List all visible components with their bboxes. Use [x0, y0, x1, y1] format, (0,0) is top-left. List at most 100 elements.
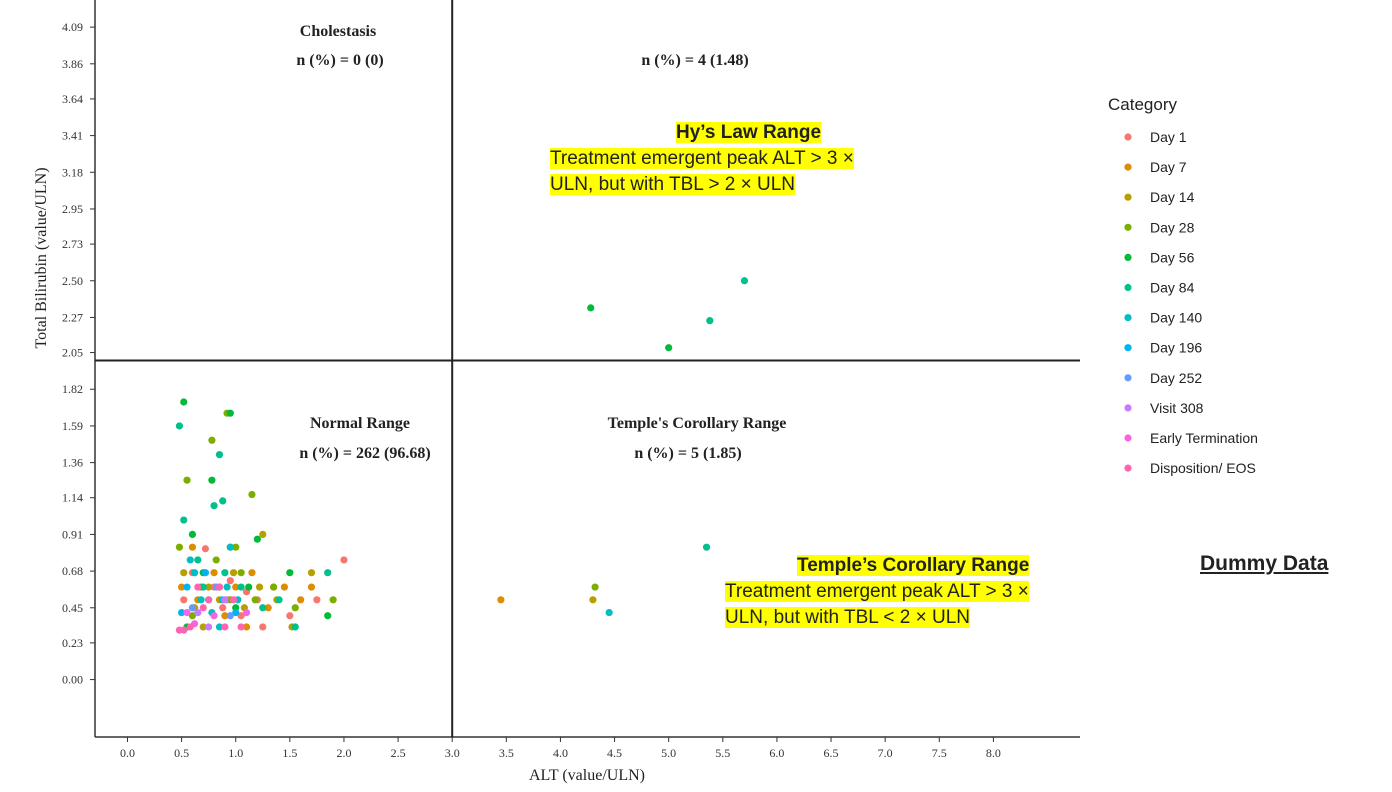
legend-marker — [1124, 374, 1132, 382]
data-point — [286, 612, 294, 620]
x-tick-label: 0.5 — [174, 746, 189, 760]
data-point — [297, 596, 305, 604]
y-tick-label: 1.82 — [62, 382, 83, 396]
data-point — [201, 545, 210, 553]
data-point — [180, 626, 188, 634]
data-point — [324, 612, 332, 620]
dummy-data-label: Dummy Data — [1200, 552, 1329, 575]
data-point — [197, 596, 205, 604]
data-point — [291, 623, 299, 631]
temple-callout-line1: Treatment emergent peak ALT > 3 × — [725, 581, 1029, 602]
data-point — [269, 583, 278, 591]
data-point — [248, 569, 256, 577]
y-tick-label: 2.50 — [62, 274, 83, 288]
y-tick-label: 2.95 — [62, 202, 83, 216]
data-point — [232, 608, 240, 617]
data-point — [208, 476, 216, 484]
legend-marker — [1124, 434, 1132, 442]
legend-item-label: Day 14 — [1150, 189, 1195, 205]
y-tick-label: 2.73 — [62, 237, 83, 251]
y-tick-label: 0.45 — [62, 601, 83, 615]
data-point — [223, 583, 231, 591]
legend-marker — [1124, 283, 1132, 292]
legend-item-label: Day 84 — [1150, 280, 1195, 296]
x-tick-label: 6.5 — [824, 746, 839, 760]
y-tick-label: 0.68 — [62, 564, 83, 578]
data-point — [183, 608, 191, 617]
data-point — [706, 317, 714, 325]
x-tick-label: 7.0 — [878, 746, 893, 760]
x-tick-label: 6.0 — [769, 746, 784, 760]
legend-marker — [1124, 253, 1132, 261]
y-tick-label: 2.05 — [62, 346, 83, 360]
temple-callout-title: Temple’s Corollary Range — [797, 555, 1030, 576]
data-point — [232, 583, 240, 591]
legend-marker — [1124, 314, 1132, 322]
temple-range-count: n (%) = 5 (1.85) — [634, 445, 741, 462]
data-point — [307, 583, 316, 591]
data-point — [194, 556, 202, 564]
x-tick-label: 1.0 — [228, 746, 243, 760]
data-points — [175, 277, 749, 634]
data-point — [210, 569, 218, 577]
data-point — [702, 543, 711, 551]
hys-law-callout: Hy’s Law Range Treatment emergent peak A… — [550, 120, 854, 198]
data-point — [291, 604, 299, 612]
data-point — [177, 583, 186, 591]
legend-marker — [1124, 464, 1132, 472]
data-point — [253, 535, 261, 543]
data-point — [237, 612, 245, 620]
normal-range-count: n (%) = 262 (96.68) — [299, 445, 430, 462]
data-point — [188, 604, 197, 612]
data-point — [199, 583, 207, 591]
temple-callout-line2: ULN, but with TBL < 2 × ULN — [725, 607, 971, 628]
data-point — [221, 612, 229, 620]
data-point — [205, 623, 213, 631]
data-point — [194, 608, 202, 617]
data-point — [205, 596, 213, 604]
data-point — [175, 543, 184, 551]
data-point — [589, 596, 597, 604]
y-axis-label: Total Bilirubin (value/ULN) — [33, 167, 50, 348]
data-point — [221, 596, 229, 604]
legend-marker — [1124, 193, 1132, 201]
y-tick-label: 1.14 — [62, 491, 83, 505]
temple-callout: Temple’s Corollary Range Treatment emerg… — [725, 553, 1030, 631]
data-point — [226, 409, 234, 417]
data-point — [226, 577, 234, 585]
legend-item-label: Day 140 — [1150, 310, 1202, 326]
data-point — [237, 623, 245, 631]
data-point — [313, 596, 321, 604]
x-tick-label: 3.0 — [445, 746, 460, 760]
legend-item-label: Day 56 — [1150, 249, 1195, 265]
y-tick-label: 3.86 — [62, 57, 83, 71]
data-point — [188, 530, 197, 539]
reference-lines — [95, 0, 1080, 737]
data-point — [245, 583, 253, 591]
data-point — [186, 556, 194, 564]
data-point — [324, 569, 332, 577]
cholestasis-count: n (%) = 0 (0) — [296, 52, 383, 69]
data-point — [205, 583, 213, 591]
legend-item-label: Day 1 — [1150, 129, 1187, 145]
data-point — [212, 556, 220, 564]
data-point — [210, 612, 218, 620]
x-tick-label: 2.0 — [336, 746, 351, 760]
data-point — [226, 612, 234, 620]
hys-law-callout-title: Hy’s Law Range — [676, 122, 822, 143]
legend-marker — [1124, 163, 1132, 171]
y-tick-label: 1.36 — [62, 456, 83, 470]
data-point — [237, 569, 245, 577]
data-point — [183, 476, 191, 484]
data-point — [307, 569, 316, 577]
legend-item-label: Day 28 — [1150, 219, 1195, 235]
legend-marker — [1124, 344, 1132, 352]
y-tick-label: 0.00 — [62, 673, 83, 687]
data-point — [237, 583, 245, 591]
x-tick-label: 5.5 — [715, 746, 730, 760]
data-point — [248, 490, 256, 499]
data-point — [251, 596, 259, 604]
data-point — [186, 623, 194, 631]
